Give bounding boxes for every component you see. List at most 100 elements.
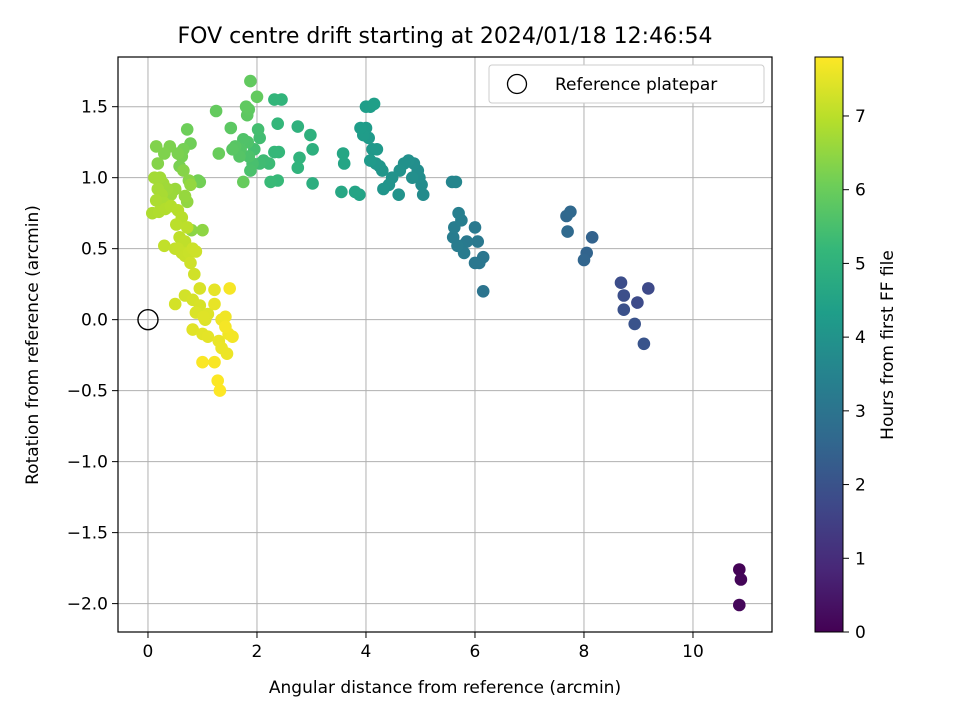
data-point [244, 164, 257, 177]
data-point [370, 143, 384, 156]
data-point [213, 384, 227, 397]
y-tick-label: −1.5 [67, 524, 108, 544]
data-point [306, 177, 319, 190]
data-point [196, 355, 209, 369]
y-tick-label: −1.0 [67, 453, 108, 473]
data-point [561, 225, 574, 238]
data-point [151, 157, 165, 170]
y-tick-label: −0.5 [67, 382, 108, 402]
data-point [367, 97, 381, 111]
data-point [614, 276, 628, 290]
colorbar-label: Hours from first FF file [878, 250, 898, 440]
data-point [212, 147, 226, 160]
colorbar-tick-label: 6 [855, 181, 866, 201]
data-point [564, 205, 577, 219]
data-point [171, 147, 185, 160]
data-point [208, 355, 221, 369]
data-point [268, 93, 281, 106]
data-point [336, 147, 350, 160]
data-point [468, 256, 482, 270]
y-tick-label: 0.5 [81, 240, 108, 260]
data-point [158, 239, 171, 253]
y-tick-label: −2.0 [67, 595, 108, 615]
data-point [304, 128, 317, 142]
x-axis-label: Angular distance from reference (arcmin) [269, 678, 621, 698]
x-tick-label: 2 [252, 642, 263, 662]
data-point [184, 178, 197, 192]
data-point [631, 296, 644, 309]
data-point [184, 256, 197, 270]
data-point [223, 282, 236, 295]
data-point [392, 188, 406, 201]
data-point [471, 235, 485, 248]
data-point [208, 283, 221, 297]
data-point [577, 253, 591, 267]
x-tick-label: 8 [579, 642, 590, 662]
data-point [149, 194, 163, 207]
legend-label: Reference platepar [555, 75, 717, 95]
data-point [189, 245, 203, 258]
colorbar-tick-label: 1 [855, 549, 866, 569]
data-point [416, 188, 430, 201]
data-point [220, 347, 234, 361]
data-point [617, 303, 631, 317]
colorbar-ticks: 0 1 2 3 4 5 6 7 [843, 107, 866, 643]
plot-frame [117, 56, 773, 633]
chart-title: FOV centre drift starting at 2024/01/18 … [178, 24, 713, 49]
data-point [177, 164, 190, 177]
data-point [180, 123, 194, 136]
data-point [271, 117, 285, 130]
data-point [406, 171, 419, 184]
data-point [148, 171, 161, 184]
data-point [637, 337, 651, 351]
data-point [348, 185, 362, 199]
data-point [617, 289, 631, 302]
data-point [201, 330, 215, 344]
data-point [168, 297, 182, 311]
reference-platepar-marker [137, 308, 159, 331]
legend-box [488, 64, 765, 104]
colorbar-tick-label: 5 [855, 254, 866, 274]
y-axis-label: Rotation from reference (arcmin) [23, 205, 43, 485]
data-point [196, 223, 209, 237]
data-point [452, 206, 465, 220]
data-point [242, 150, 256, 163]
y-tick-label: 0.0 [81, 311, 108, 331]
colorbar-tick-label: 3 [855, 402, 866, 422]
colorbar [814, 56, 844, 633]
data-point [186, 323, 199, 336]
data-point [642, 282, 655, 295]
data-point [476, 285, 490, 298]
data-point [733, 563, 746, 576]
data-point [250, 90, 264, 104]
data-point [291, 161, 305, 174]
data-point [628, 317, 641, 331]
data-point [226, 330, 239, 344]
y-tick-label: 1.5 [81, 98, 108, 118]
legend: Reference platepar [488, 64, 765, 104]
data-point [237, 133, 250, 146]
x-axis-ticks: 0 2 4 6 8 10 [143, 632, 704, 662]
data-point [268, 145, 281, 159]
data-point [197, 310, 210, 324]
data-point [335, 185, 348, 199]
data-point [449, 175, 463, 189]
data-point [377, 182, 390, 196]
colorbar-tick-label: 4 [855, 328, 866, 348]
data-point [170, 218, 183, 231]
data-point [180, 221, 194, 234]
grid [118, 57, 772, 632]
y-axis-ticks: −2.0 −1.5 −1.0 −0.5 0.0 0.5 1.0 1.5 [67, 98, 118, 615]
data-point [244, 74, 257, 88]
data-point [219, 310, 232, 324]
data-point [226, 143, 239, 156]
data-point [208, 297, 221, 311]
data-point [585, 231, 599, 244]
data-point [219, 320, 232, 334]
data-point [337, 157, 351, 170]
data-point [251, 123, 265, 136]
colorbar-tick-label: 0 [855, 623, 866, 643]
data-point [293, 151, 306, 165]
